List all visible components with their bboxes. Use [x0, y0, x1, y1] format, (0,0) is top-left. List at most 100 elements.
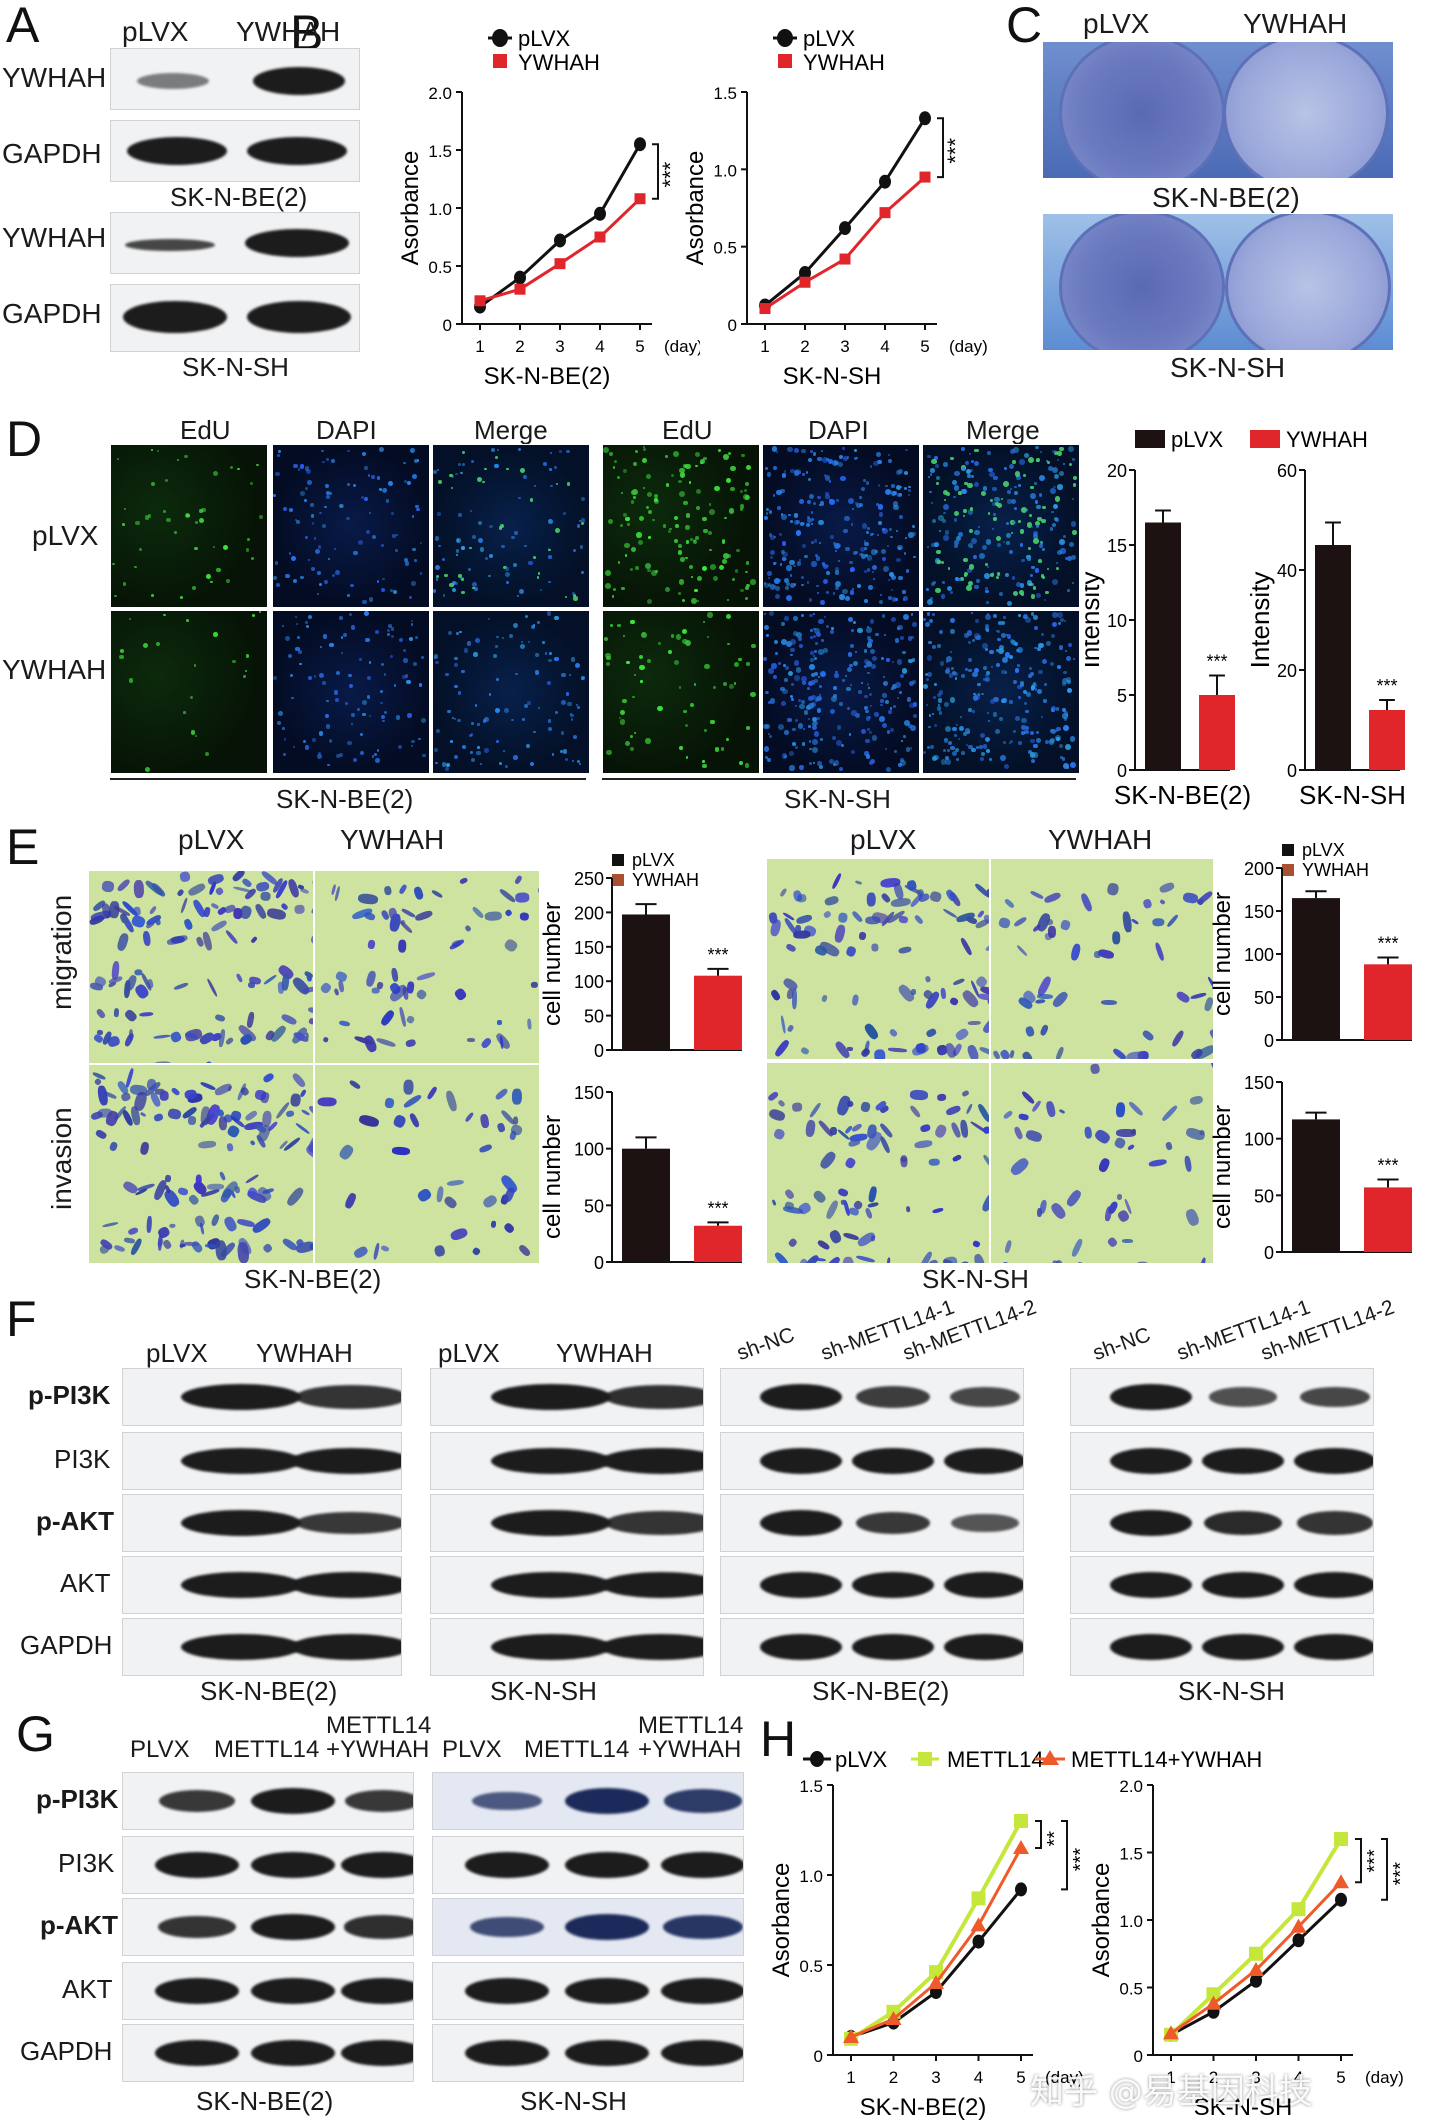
- x-tick-label: 2: [800, 337, 809, 356]
- y-axis-label: Intensity: [1245, 572, 1275, 669]
- blot-f0-p-pi3k: [122, 1368, 402, 1426]
- error-bar: [707, 967, 729, 976]
- lane-label-g1-1: METTL14: [524, 1736, 630, 1763]
- bar-ywhah: [694, 1225, 742, 1262]
- colony-dish-ywhah-be2: [1223, 42, 1389, 178]
- cell-label-c1: SK-N-BE(2): [1152, 182, 1300, 213]
- legend-label-ywhah: YWHAH: [1302, 860, 1369, 880]
- x-unit-label: (day): [664, 337, 700, 356]
- blot-g1-pi3k: [432, 1836, 744, 1894]
- col-label-c-ywhah: YWHAH: [1243, 8, 1348, 39]
- x-tick-label: 2: [515, 337, 524, 356]
- lane-label-g1-3: +YWHAH: [638, 1736, 742, 1763]
- x-axis-label: SK-N-SH: [1194, 2094, 1293, 2121]
- point-1-2: [839, 253, 851, 265]
- x-tick-label: 5: [1016, 2068, 1025, 2087]
- point-1-0: [759, 303, 771, 315]
- fluor-image-sh-merge-ywhah: [922, 610, 1080, 774]
- y-tick-label: 150: [574, 1083, 604, 1103]
- point-1-4: [1334, 1832, 1348, 1846]
- cell-label-g1: SK-N-SH: [520, 2086, 627, 2116]
- transwell-image-sh-ywhah-migration: [990, 858, 1214, 1060]
- point-2-3: [1290, 1918, 1307, 1933]
- y-tick-label: 0: [1287, 761, 1297, 781]
- bar-ywhah: [1364, 964, 1412, 1040]
- x-axis-label: SK-N-BE(2): [1114, 780, 1251, 810]
- cell-label-a1: SK-N-BE(2): [170, 182, 308, 212]
- y-tick-label: 1.5: [713, 84, 737, 103]
- error-bar: [1305, 890, 1327, 899]
- y-tick-label: 50: [584, 1196, 604, 1216]
- blot-f0-p-akt: [122, 1494, 402, 1552]
- x-tick-label: 5: [635, 337, 644, 356]
- y-tick-label: 1.5: [799, 1777, 823, 1796]
- fluor-image-be2-merge-ywhah: [432, 610, 590, 774]
- sig-label: ***: [943, 138, 968, 164]
- fluor-image-be2-edu-ywhah: [110, 610, 268, 774]
- bar-ywhah: [1369, 710, 1405, 770]
- y-tick-label: 150: [574, 938, 604, 958]
- bar-plvx: [1315, 545, 1351, 770]
- fluor-image-be2-merge-plvx: [432, 444, 590, 608]
- bar-plvx: [622, 914, 670, 1050]
- blot-g0-pi3k: [122, 1836, 414, 1894]
- point-0-3: [972, 1934, 985, 1949]
- point-1-1: [1206, 1987, 1221, 2002]
- blot-f2-p-akt: [720, 1494, 1024, 1552]
- fluor-image-sh-edu-ywhah: [602, 610, 760, 774]
- col-label-e-plvx-2: pLVX: [850, 824, 917, 855]
- point-2-4: [1013, 1840, 1029, 1854]
- row-label-g-p-akt: p-AKT: [40, 1910, 118, 1940]
- x-tick-label: 4: [974, 2068, 983, 2087]
- y-axis-label: Asorbance: [397, 151, 424, 266]
- transwell-image-be2-plvx-invasion: [88, 1064, 314, 1264]
- error-bar: [635, 903, 657, 915]
- x-axis-label: SK-N-SH: [783, 363, 882, 390]
- channel-label-dapi-2: DAPI: [808, 415, 869, 445]
- row-label-gapdh-1: GAPDH: [2, 138, 102, 169]
- y-axis-label: Intensity: [1085, 572, 1105, 669]
- point-1-2: [554, 258, 566, 270]
- blot-f0-gapdh: [122, 1618, 402, 1676]
- point-2-1: [885, 2011, 902, 2025]
- point-0-4: [1335, 1892, 1347, 1907]
- x-tick-label: 3: [840, 337, 849, 356]
- channel-label-edu-1: EdU: [180, 415, 231, 445]
- transwell-image-sh-plvx-invasion: [766, 1062, 990, 1264]
- blot-f1-gapdh: [430, 1618, 704, 1676]
- y-tick-label: 1.0: [713, 161, 737, 180]
- y-tick-label: 50: [1254, 1186, 1274, 1206]
- legend-label-plvx: pLVX: [835, 1747, 888, 1772]
- legend-marker-plvx: [1135, 430, 1165, 448]
- row-label-f-akt: AKT: [60, 1568, 111, 1598]
- point-2-1: [1205, 1995, 1222, 2010]
- channel-label-merge-1: Merge: [474, 415, 548, 445]
- panel-label-c: C: [1006, 0, 1043, 53]
- legend-marker-ywhah: [778, 54, 792, 68]
- x-tick-label: 3: [1251, 2068, 1260, 2087]
- y-tick-label: 20: [1277, 661, 1297, 681]
- error-bar: [1155, 509, 1171, 523]
- cell-label-e1: SK-N-BE(2): [244, 1264, 382, 1294]
- series-line-2: [850, 1847, 1023, 2039]
- x-tick-label: 2: [1209, 2068, 1218, 2087]
- blot-f1-p-pi3k: [430, 1368, 704, 1426]
- transwell-image-sh-plvx-migration: [766, 858, 990, 1060]
- fluor-image-be2-edu-plvx: [110, 444, 268, 608]
- col-label-e-ywhah-2: YWHAH: [1048, 824, 1153, 855]
- chart-h: pLVX METTL14 METTL14+YWHAH 0 0.5 1.0 1.5 1 2 3 4 5 (…: [768, 1747, 1412, 2121]
- legend-marker-plvx: [810, 1751, 824, 1767]
- y-axis-label: Asorbance: [1088, 1863, 1115, 1978]
- y-tick-label: 200: [574, 903, 604, 923]
- blot-f1-pi3k: [430, 1432, 704, 1490]
- panel-label-g: G: [16, 1706, 55, 1762]
- y-tick-label: 100: [574, 1140, 604, 1160]
- y-axis-label: Asorbance: [682, 151, 709, 266]
- blot-f0-pi3k: [122, 1432, 402, 1490]
- bar-ywhah: [1364, 1187, 1412, 1252]
- lane-label-f1-1: YWHAH: [556, 1338, 653, 1368]
- y-tick-label: 1.0: [799, 1867, 823, 1886]
- y-tick-label: 0: [443, 316, 452, 335]
- y-tick-label: 100: [1244, 1130, 1274, 1150]
